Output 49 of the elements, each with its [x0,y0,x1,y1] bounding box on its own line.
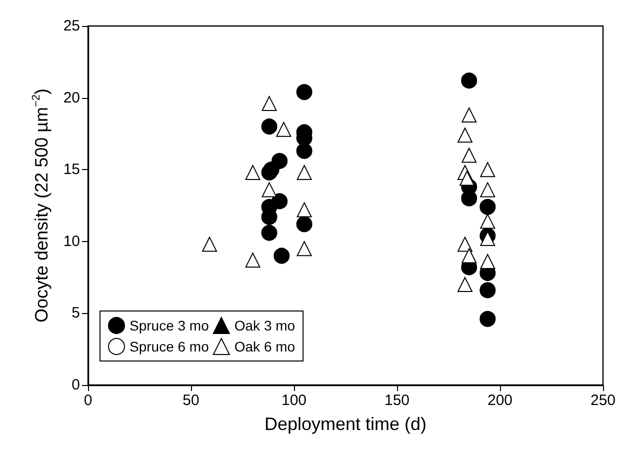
point [480,282,496,298]
point [245,252,260,268]
y-tick-label: 15 [63,161,80,178]
point [480,310,496,327]
point [480,254,496,270]
point [480,198,496,215]
point [262,96,277,112]
x-tick-label: 250 [590,392,616,409]
y-tick-label: 5 [72,304,80,322]
x-tick-label: 50 [182,392,200,409]
y-axis-title: Oocyte density (22 500 µm−2) [30,88,52,323]
y-tick-label: 0 [72,376,80,394]
point [262,182,277,198]
point [296,216,312,232]
point [457,236,472,252]
point [261,118,278,135]
legend-label: Oak 3 mo [234,318,296,334]
x-tick-label: 100 [281,392,307,409]
point [462,148,477,163]
point [460,170,475,186]
point [480,231,496,246]
legend-label: Oak 6 mo [234,338,296,354]
point [461,72,478,89]
point [202,236,218,252]
x-axis-title: Deployment time (d) [264,414,427,434]
point [462,248,477,264]
point [480,214,496,229]
y-tick-label: 25 [63,18,80,34]
point [276,122,292,137]
point [296,142,312,159]
point [261,224,278,241]
point [462,108,477,123]
point [245,164,260,180]
legend-label: Spruce 3 mo [130,318,210,334]
x-tick-label: 150 [384,392,410,409]
point [296,164,312,180]
point [480,162,496,178]
x-tick-label: 200 [487,392,513,409]
point [296,241,312,256]
point [457,128,472,143]
y-tick-label: 20 [63,89,80,106]
y-tick-label: 10 [63,232,80,250]
point [480,182,496,198]
point [274,248,290,264]
x-tick-label: 0 [84,392,92,409]
point [296,84,312,100]
legend-label: Spruce 6 mo [130,338,210,354]
point [457,276,472,292]
point [296,202,312,218]
